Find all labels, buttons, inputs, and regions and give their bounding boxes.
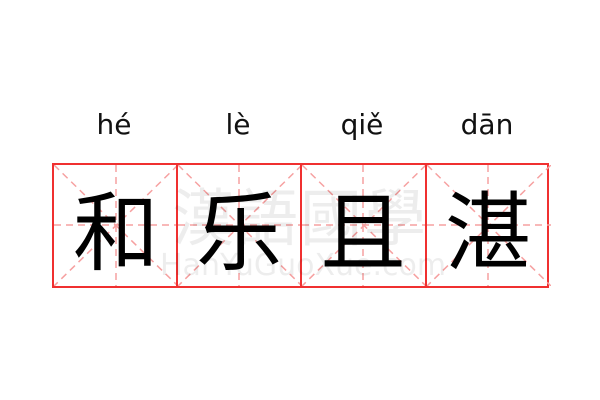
character-2: 乐 <box>196 184 282 284</box>
character-3: 且 <box>320 184 406 284</box>
guide-lines <box>54 165 178 286</box>
watermark-chinese: 漢語國學 <box>172 182 429 255</box>
guide-lines <box>178 165 302 286</box>
grid-cell: 且 <box>300 165 426 286</box>
grid-cell: 和 <box>54 165 178 286</box>
pinyin-3: qiě <box>340 108 384 141</box>
guide-lines <box>302 165 426 286</box>
pinyin-1: hé <box>96 108 132 141</box>
guide-lines <box>427 165 551 286</box>
character-grid: 和 乐 且 湛 <box>52 163 551 288</box>
grid-cell: 湛 <box>425 165 551 286</box>
pinyin-4: dān <box>460 108 514 141</box>
grid-cell: 乐 <box>176 165 302 286</box>
pinyin-2: lè <box>225 108 251 141</box>
character-4: 湛 <box>445 184 531 284</box>
character-1: 和 <box>73 184 159 284</box>
watermark-latin: HanYuGuoXue.com <box>160 248 447 283</box>
